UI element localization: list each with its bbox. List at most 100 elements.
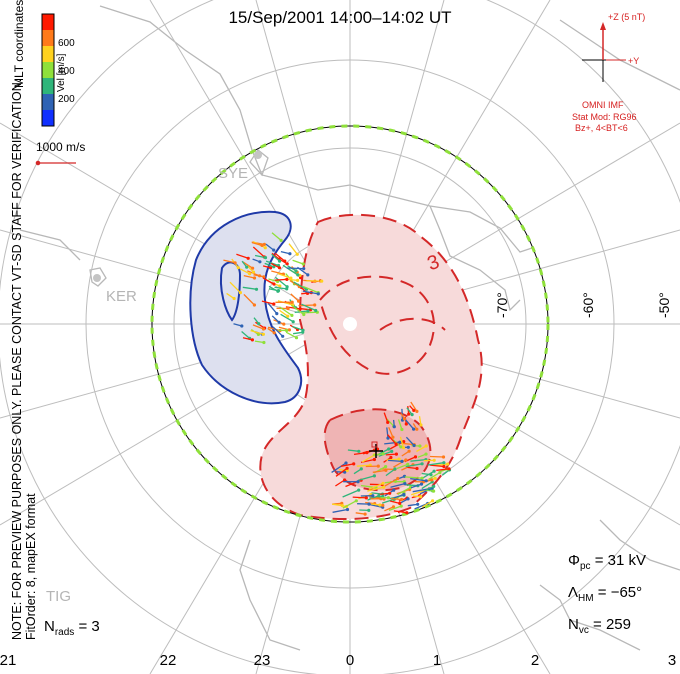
velocity-vector-origin xyxy=(302,312,306,317)
velocity-vector-origin xyxy=(432,484,436,488)
velocity-vector-origin xyxy=(386,420,390,424)
velocity-vector xyxy=(298,304,315,307)
velocity-vector-origin xyxy=(402,417,406,421)
velocity-vector-origin xyxy=(378,503,382,507)
nvc-symbol: N xyxy=(568,616,579,633)
velocity-vector-origin xyxy=(364,496,368,500)
velocity-vector xyxy=(274,278,287,281)
velocity-vector xyxy=(302,290,319,295)
velocity-vector-origin xyxy=(393,467,397,471)
velocity-vector xyxy=(243,293,255,306)
velocity-vector-origin xyxy=(278,259,282,263)
velocity-vector-origin xyxy=(404,422,408,426)
velocity-vector xyxy=(241,331,251,339)
velocity-vector-origin xyxy=(301,330,305,334)
velocity-vector xyxy=(331,462,347,473)
velocity-vector xyxy=(271,232,282,241)
latitude-label-50: -50° xyxy=(656,292,672,318)
velocity-vector-origin xyxy=(381,503,385,507)
velocity-vector-origin xyxy=(419,482,424,486)
velocity-vector-origin xyxy=(371,494,375,498)
velocity-vector-origin xyxy=(288,252,292,256)
velocity-vector xyxy=(285,331,297,339)
velocity-vector-origin xyxy=(285,328,289,333)
velocity-vector-origin xyxy=(394,442,398,446)
phi-symbol: Φ xyxy=(568,552,580,569)
velocity-vector-origin xyxy=(316,292,320,296)
velocity-vector-origin xyxy=(407,449,411,453)
velocity-vector xyxy=(399,436,405,448)
velocity-vector-origin xyxy=(392,425,396,429)
velocity-vector xyxy=(356,464,371,467)
station-markers xyxy=(93,151,262,282)
velocity-vector xyxy=(352,496,367,499)
velocity-vector xyxy=(255,321,265,329)
velocity-vector-origin xyxy=(415,409,419,413)
velocity-vector xyxy=(367,494,380,501)
velocity-vector xyxy=(223,259,236,264)
velocity-vector xyxy=(271,253,281,262)
velocity-vector xyxy=(429,464,444,468)
mlt-label-22: 22 xyxy=(159,652,177,669)
phi-subscript: pc xyxy=(579,561,591,572)
lambda-subscript: HM xyxy=(578,593,594,604)
velocity-colorbar xyxy=(41,13,55,127)
mlt-label-23: 23 xyxy=(253,652,271,669)
velocity-vector-origin xyxy=(365,451,369,455)
velocity-vector xyxy=(405,419,415,430)
velocity-vector-origin xyxy=(367,508,371,512)
velocity-vector-origin xyxy=(232,296,236,301)
velocity-vector-origin xyxy=(441,455,446,459)
colorbar-segment xyxy=(42,46,54,63)
velocity-vector-origin xyxy=(446,462,450,466)
velocity-vector-origin xyxy=(295,252,299,256)
velocity-vector-origin xyxy=(412,443,416,448)
velocity-vector-origin xyxy=(344,461,348,465)
velocity-vector xyxy=(242,286,257,290)
coastlines xyxy=(19,5,680,651)
mlt-label-1: 1 xyxy=(432,652,442,669)
velocity-vector-origin xyxy=(285,287,289,291)
velocity-vector-origin xyxy=(367,502,371,506)
velocity-vector-origin xyxy=(388,491,392,495)
velocity-vector-origin xyxy=(386,436,390,440)
velocity-vector xyxy=(250,329,264,335)
velocity-vector xyxy=(389,500,400,505)
velocity-vector xyxy=(229,281,241,294)
velocity-vector xyxy=(396,463,408,470)
velocity-vector-origin xyxy=(376,464,380,468)
velocity-vector-origin xyxy=(363,512,367,516)
radar-count: Nrads = 3 xyxy=(44,618,100,638)
colorbar-tick-200: 200 xyxy=(58,94,75,105)
velocity-vector-origin xyxy=(262,242,266,246)
velocity-vector xyxy=(427,462,444,466)
hm-boundary-latitude: ΛHM = −65° xyxy=(568,584,642,604)
velocity-vector xyxy=(264,262,275,268)
velocity-vector-origin xyxy=(294,269,298,273)
velocity-vector-origin xyxy=(384,468,388,472)
velocity-vector-origin xyxy=(377,494,381,498)
velocity-vector-origin xyxy=(272,248,276,252)
velocity-vector-origin xyxy=(281,334,285,338)
velocity-vector xyxy=(372,469,386,473)
velocity-vector xyxy=(391,497,402,501)
colorbar-segment xyxy=(42,14,54,31)
vector-count: Nvc = 259 xyxy=(568,616,631,636)
preview-note-line1: NOTE: FOR PREVIEW PURPOSES ONLY. PLEASE … xyxy=(10,78,24,640)
velocity-vector xyxy=(378,450,392,457)
velocity-vector-origin xyxy=(283,259,287,263)
velocity-vector xyxy=(401,442,415,446)
velocity-vector xyxy=(384,506,394,512)
velocity-vector xyxy=(282,264,299,276)
velocity-vector-origin xyxy=(382,485,386,489)
velocity-vector-origin xyxy=(343,478,347,482)
coordinate-system-label: MLT coordinates xyxy=(12,0,26,88)
velocity-vector xyxy=(288,243,298,255)
velocity-vector xyxy=(384,477,399,487)
nvc-subscript: vc xyxy=(578,625,589,636)
velocity-vector-origin xyxy=(419,423,423,427)
mlt-label-3: 3 xyxy=(667,652,677,669)
lambda-value: = −65° xyxy=(597,584,643,601)
colorbar-tick-400: 400 xyxy=(58,66,75,77)
imf-source-label: OMNI IMF xyxy=(582,100,624,110)
